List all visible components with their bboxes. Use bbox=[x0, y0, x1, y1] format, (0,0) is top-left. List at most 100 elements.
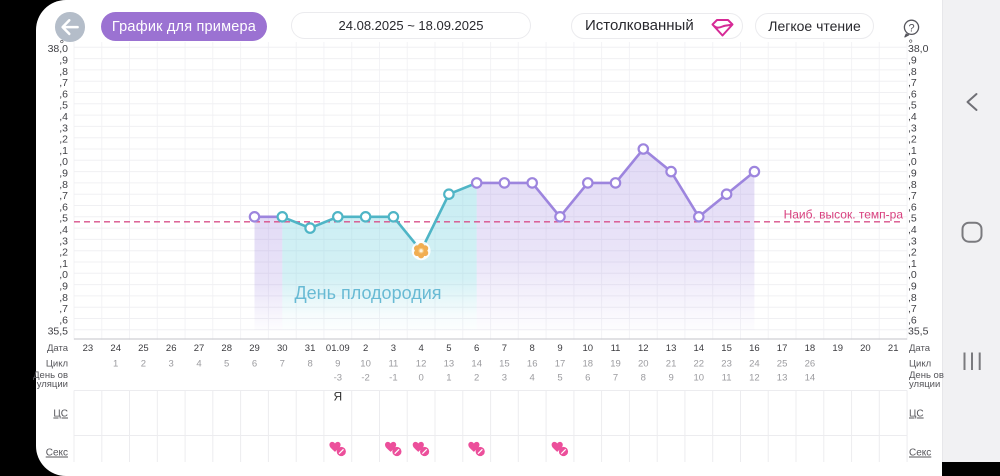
svg-text:6: 6 bbox=[252, 359, 257, 370]
svg-text:-3: -3 bbox=[334, 373, 342, 384]
svg-text:3: 3 bbox=[391, 343, 396, 354]
svg-text:,1: ,1 bbox=[908, 258, 917, 270]
svg-text:23: 23 bbox=[721, 359, 732, 370]
svg-text:24: 24 bbox=[749, 359, 760, 370]
svg-text:,8: ,8 bbox=[908, 292, 917, 304]
svg-text:,9: ,9 bbox=[59, 55, 68, 67]
svg-text:12: 12 bbox=[416, 359, 427, 370]
svg-text:18: 18 bbox=[583, 359, 594, 370]
svg-text:9: 9 bbox=[668, 373, 673, 384]
svg-text:26: 26 bbox=[805, 359, 816, 370]
svg-text:01.09: 01.09 bbox=[326, 343, 350, 354]
svg-text:9: 9 bbox=[335, 359, 340, 370]
svg-text:6: 6 bbox=[474, 343, 479, 354]
svg-text:9: 9 bbox=[557, 343, 562, 354]
svg-text:,4: ,4 bbox=[908, 111, 917, 123]
svg-text:,1: ,1 bbox=[59, 145, 68, 157]
svg-text:,8: ,8 bbox=[908, 179, 917, 191]
svg-text:3: 3 bbox=[169, 359, 174, 370]
svg-text:,6: ,6 bbox=[908, 314, 917, 326]
svg-text:25: 25 bbox=[777, 359, 788, 370]
svg-text:10: 10 bbox=[694, 373, 705, 384]
svg-text:7: 7 bbox=[502, 343, 507, 354]
svg-text:,5: ,5 bbox=[908, 100, 917, 112]
svg-text:,8: ,8 bbox=[59, 292, 68, 304]
svg-text:,2: ,2 bbox=[908, 134, 917, 146]
svg-text:,6: ,6 bbox=[59, 314, 68, 326]
svg-text:6: 6 bbox=[585, 373, 590, 384]
svg-text:,9: ,9 bbox=[59, 168, 68, 180]
svg-text:14: 14 bbox=[805, 373, 816, 384]
svg-text:,6: ,6 bbox=[908, 201, 917, 213]
svg-text:,2: ,2 bbox=[908, 247, 917, 259]
svg-text:13: 13 bbox=[777, 373, 788, 384]
svg-text:,6: ,6 bbox=[59, 88, 68, 100]
svg-text:8: 8 bbox=[530, 343, 535, 354]
svg-text:11: 11 bbox=[388, 359, 398, 370]
svg-text:,7: ,7 bbox=[908, 303, 917, 315]
svg-text:,5: ,5 bbox=[908, 213, 917, 225]
svg-text:7: 7 bbox=[613, 373, 618, 384]
svg-text:20: 20 bbox=[638, 359, 649, 370]
svg-text:-2: -2 bbox=[361, 373, 369, 384]
svg-text:19: 19 bbox=[832, 343, 843, 354]
svg-text:38,0: 38,0 bbox=[908, 43, 929, 55]
svg-text:22: 22 bbox=[694, 359, 705, 370]
svg-text:,7: ,7 bbox=[59, 77, 68, 89]
svg-text:,4: ,4 bbox=[908, 224, 917, 236]
svg-text:11: 11 bbox=[611, 343, 621, 354]
svg-text:°: ° bbox=[909, 39, 913, 51]
svg-text:2: 2 bbox=[474, 373, 479, 384]
svg-text:,6: ,6 bbox=[59, 201, 68, 213]
svg-text:1: 1 bbox=[113, 359, 118, 370]
svg-text:1: 1 bbox=[446, 373, 451, 384]
svg-text:0: 0 bbox=[418, 373, 423, 384]
svg-text:,0: ,0 bbox=[908, 156, 917, 168]
svg-text:День ов: День ов bbox=[909, 370, 944, 381]
svg-text:3: 3 bbox=[502, 373, 507, 384]
svg-text:11: 11 bbox=[722, 373, 732, 384]
svg-text:ЦС: ЦС bbox=[53, 409, 68, 420]
svg-text:2: 2 bbox=[141, 359, 146, 370]
svg-text:16: 16 bbox=[527, 359, 538, 370]
svg-text:16: 16 bbox=[749, 343, 760, 354]
svg-text:°: ° bbox=[60, 39, 65, 51]
svg-text:18: 18 bbox=[805, 343, 816, 354]
svg-text:12: 12 bbox=[749, 373, 760, 384]
svg-text:,7: ,7 bbox=[59, 303, 68, 315]
svg-text:4: 4 bbox=[530, 373, 535, 384]
svg-text:4: 4 bbox=[196, 359, 201, 370]
svg-text:8: 8 bbox=[307, 359, 312, 370]
svg-text:,5: ,5 bbox=[59, 100, 68, 112]
svg-text:26: 26 bbox=[166, 343, 177, 354]
svg-text:,3: ,3 bbox=[908, 122, 917, 134]
svg-text:Цикл: Цикл bbox=[909, 359, 931, 370]
svg-text:15: 15 bbox=[721, 343, 732, 354]
svg-text:17: 17 bbox=[777, 343, 788, 354]
svg-text:уляции: уляции bbox=[37, 379, 68, 390]
svg-text:,4: ,4 bbox=[59, 224, 68, 236]
svg-text:21: 21 bbox=[666, 359, 677, 370]
svg-text:,2: ,2 bbox=[59, 247, 68, 259]
svg-text:уляции: уляции bbox=[909, 379, 940, 390]
svg-text:5: 5 bbox=[446, 343, 451, 354]
svg-text:13: 13 bbox=[444, 359, 455, 370]
svg-text:20: 20 bbox=[860, 343, 871, 354]
svg-text:Секс: Секс bbox=[909, 448, 931, 459]
svg-text:2: 2 bbox=[363, 343, 368, 354]
svg-text:14: 14 bbox=[694, 343, 705, 354]
svg-text:5: 5 bbox=[557, 373, 562, 384]
svg-text:35,5: 35,5 bbox=[908, 326, 929, 338]
svg-text:7: 7 bbox=[280, 359, 285, 370]
svg-text:17: 17 bbox=[555, 359, 566, 370]
svg-text:,9: ,9 bbox=[908, 168, 917, 180]
svg-text:,0: ,0 bbox=[59, 156, 68, 168]
svg-text:,9: ,9 bbox=[908, 281, 917, 293]
svg-text:,5: ,5 bbox=[59, 213, 68, 225]
svg-text:,0: ,0 bbox=[908, 269, 917, 281]
svg-text:15: 15 bbox=[499, 359, 510, 370]
svg-text:38,0: 38,0 bbox=[48, 43, 69, 55]
svg-text:24: 24 bbox=[110, 343, 121, 354]
svg-text:23: 23 bbox=[83, 343, 94, 354]
svg-text:,1: ,1 bbox=[59, 258, 68, 270]
